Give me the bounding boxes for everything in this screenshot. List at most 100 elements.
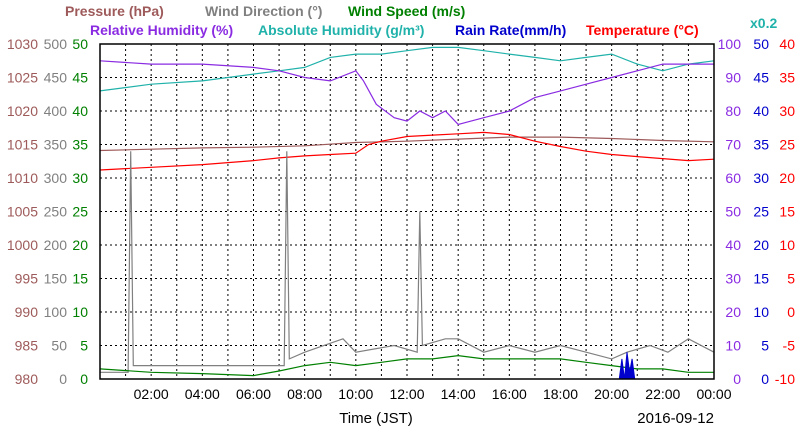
right-tick-label: 40 — [753, 103, 769, 119]
left-tick-label: 50 — [72, 36, 88, 52]
x-tick-label: 06:00 — [236, 386, 271, 402]
right-tick-label: 10 — [779, 237, 795, 253]
left-tick-label: 300 — [44, 170, 68, 186]
right-tick-label: 35 — [779, 70, 795, 86]
left-tick-label: 35 — [72, 137, 88, 153]
series-title: Pressure (hPa) — [65, 3, 164, 19]
right-tick-label: -5 — [783, 338, 796, 354]
right-tick-label: 15 — [779, 204, 795, 220]
right-tick-label: 30 — [725, 271, 741, 287]
right-tick-label: 90 — [725, 70, 741, 86]
date-label: 2016-09-12 — [637, 410, 714, 427]
series-relative-humidity — [99, 60, 714, 126]
left-tick-label: 250 — [44, 204, 68, 220]
left-axes: 1030102510201015101010051000995990985980… — [7, 36, 88, 387]
series-wind-direction — [100, 151, 715, 373]
left-tick-label: 985 — [15, 338, 39, 354]
plot-border — [99, 43, 715, 380]
right-tick-label: 0 — [761, 371, 769, 387]
right-tick-label: 50 — [725, 204, 741, 220]
left-tick-label: 100 — [44, 304, 68, 320]
series-title: Rain Rate(mm/h) — [455, 22, 566, 38]
left-tick-label: 200 — [44, 237, 68, 253]
left-tick-label: 990 — [15, 304, 39, 320]
x-tick-label: 14:00 — [441, 386, 476, 402]
series-title: Absolute Humidity (g/m³) — [258, 22, 424, 38]
right-tick-label: 25 — [753, 204, 769, 220]
left-tick-label: 1015 — [7, 137, 38, 153]
x-tick-label: 08:00 — [287, 386, 322, 402]
right-tick-label: 60 — [725, 170, 741, 186]
left-tick-label: 15 — [72, 271, 88, 287]
x-tick-label: 18:00 — [543, 386, 578, 402]
series-absolute-humidity — [99, 46, 715, 92]
right-tick-label: 20 — [779, 170, 795, 186]
left-tick-label: 450 — [44, 70, 68, 86]
series-rain-rate — [618, 352, 636, 380]
series-title: Relative Humidity (%) — [90, 22, 233, 38]
left-tick-label: 980 — [15, 371, 39, 387]
x-tick-label: 02:00 — [134, 386, 169, 402]
x-tick-label: 22:00 — [645, 386, 680, 402]
right-tick-label: 30 — [779, 103, 795, 119]
left-tick-label: 1000 — [7, 237, 38, 253]
left-tick-label: 0 — [80, 371, 88, 387]
right-tick-label: 0 — [733, 371, 741, 387]
right-tick-label: 35 — [753, 137, 769, 153]
left-tick-label: 1005 — [7, 204, 38, 220]
x-tick-label: 20:00 — [594, 386, 629, 402]
right-tick-label: 5 — [761, 338, 769, 354]
chart-grid — [100, 44, 714, 379]
right-tick-label: 10 — [753, 304, 769, 320]
left-tick-label: 1010 — [7, 170, 38, 186]
right-tick-label: -10 — [775, 371, 795, 387]
left-tick-label: 1020 — [7, 103, 38, 119]
left-tick-label: 50 — [51, 338, 67, 354]
right-tick-label: 70 — [725, 137, 741, 153]
right-tick-label: 15 — [753, 271, 769, 287]
series-title: Temperature (°C) — [586, 22, 699, 38]
right-axes: 1009080706050403020100504540353025201510… — [718, 36, 796, 387]
right-tick-label: 25 — [779, 137, 795, 153]
scale-note: x0.2 — [750, 15, 777, 31]
plot-frame — [99, 43, 715, 380]
series-wind-speed — [99, 354, 714, 377]
left-tick-label: 25 — [72, 204, 88, 220]
left-tick-label: 350 — [44, 137, 68, 153]
right-tick-label: 40 — [779, 36, 795, 52]
series-pressure — [99, 136, 715, 152]
x-tick-label: 12:00 — [389, 386, 424, 402]
right-tick-label: 45 — [753, 70, 769, 86]
right-tick-label: 20 — [753, 237, 769, 253]
right-tick-label: 5 — [787, 271, 795, 287]
left-tick-label: 1025 — [7, 70, 38, 86]
left-tick-label: 30 — [72, 170, 88, 186]
series-title: Wind Direction (°) — [205, 3, 322, 19]
right-tick-label: 80 — [725, 103, 741, 119]
x-axis: 02:00 04:00 06:00 08:00 10:00 12:00 14:00 16:00… — [134, 386, 732, 402]
series-title: Wind Speed (m/s) — [348, 3, 465, 19]
left-tick-label: 45 — [72, 70, 88, 86]
left-tick-label: 1030 — [7, 36, 38, 52]
right-tick-label: 10 — [725, 338, 741, 354]
x-tick-label: 16:00 — [492, 386, 527, 402]
right-tick-label: 40 — [725, 237, 741, 253]
left-tick-label: 10 — [72, 304, 88, 320]
x-tick-label: 00:00 — [696, 386, 731, 402]
right-tick-label: 20 — [725, 304, 741, 320]
left-tick-label: 150 — [44, 271, 68, 287]
left-tick-label: 40 — [72, 103, 88, 119]
left-tick-label: 0 — [59, 371, 67, 387]
right-tick-label: 30 — [753, 170, 769, 186]
left-tick-label: 995 — [15, 271, 39, 287]
right-tick-label: 0 — [787, 304, 795, 320]
left-tick-label: 400 — [44, 103, 68, 119]
series-temperature — [99, 131, 715, 171]
right-tick-label: 50 — [753, 36, 769, 52]
left-tick-label: 20 — [72, 237, 88, 253]
left-tick-label: 500 — [44, 36, 68, 52]
right-tick-label: 100 — [718, 36, 742, 52]
chart-series — [99, 46, 715, 380]
x-axis-label: Time (JST) — [339, 410, 413, 427]
